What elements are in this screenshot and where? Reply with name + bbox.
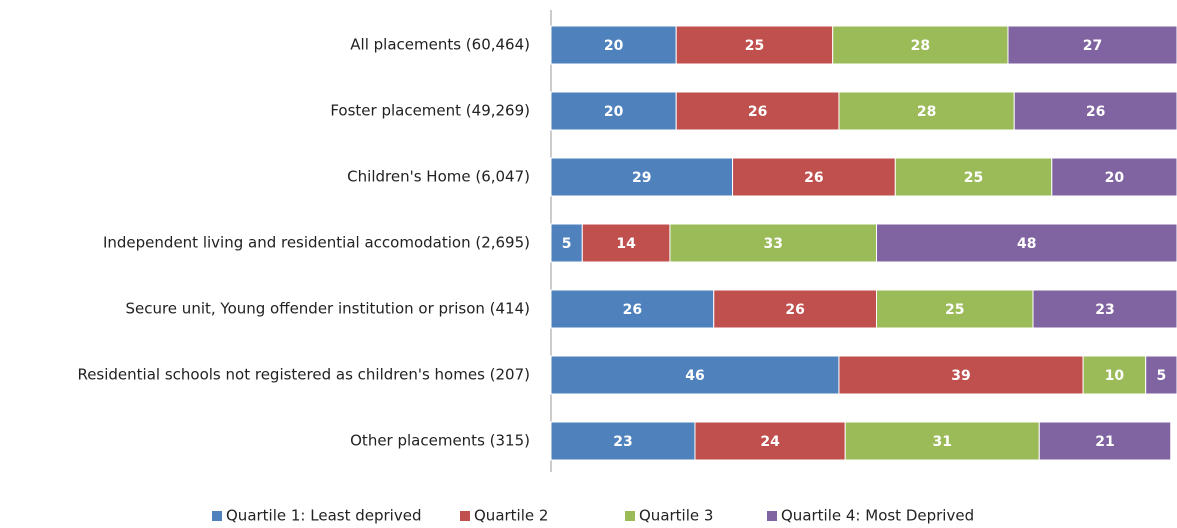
bar-segment xyxy=(550,355,840,395)
category-label: Independent living and residential accom… xyxy=(103,234,530,252)
data-label: 28 xyxy=(911,38,930,54)
data-label: 20 xyxy=(604,104,624,120)
category-label: Residential schools not registered as ch… xyxy=(77,366,530,384)
data-label: 26 xyxy=(748,104,767,120)
category-label: Foster placement (49,269) xyxy=(330,102,530,120)
legend-swatch xyxy=(767,511,777,521)
bar-segment xyxy=(1051,157,1177,197)
data-label: 14 xyxy=(616,236,636,252)
data-label: 23 xyxy=(613,434,632,450)
bar-segment xyxy=(1038,421,1172,461)
data-label: 26 xyxy=(623,302,642,318)
bar-segment xyxy=(732,157,896,197)
bar-segment xyxy=(1082,355,1147,395)
bar-segment xyxy=(550,157,734,197)
data-label: 48 xyxy=(1017,236,1036,252)
category-label: Children's Home (6,047) xyxy=(347,168,530,186)
data-label: 5 xyxy=(562,236,572,252)
data-label: 26 xyxy=(1086,104,1105,120)
data-label: 25 xyxy=(945,302,964,318)
bar-segment xyxy=(844,421,1040,461)
bar-segment xyxy=(838,355,1084,395)
data-label: 23 xyxy=(1095,302,1114,318)
data-label: 29 xyxy=(632,170,651,186)
bar-segment xyxy=(832,25,1009,65)
category-label: Secure unit, Young offender institution … xyxy=(125,300,530,318)
data-label: 20 xyxy=(1105,170,1125,186)
data-label: 21 xyxy=(1095,434,1114,450)
data-label: 5 xyxy=(1156,368,1166,384)
data-label: 20 xyxy=(604,38,624,54)
data-label: 26 xyxy=(785,302,804,318)
bar-segment xyxy=(713,289,878,329)
legend-label: Quartile 4: Most Deprived xyxy=(781,507,974,525)
legend-label: Quartile 3 xyxy=(639,507,713,525)
legend-label: Quartile 1: Least deprived xyxy=(226,507,421,525)
bar-segment xyxy=(876,223,1177,263)
data-label: 25 xyxy=(964,170,983,186)
legend-label: Quartile 2 xyxy=(474,507,548,525)
data-label: 31 xyxy=(933,434,952,450)
data-label: 24 xyxy=(760,434,780,450)
bar-segment xyxy=(675,25,834,65)
bar-segment xyxy=(894,157,1053,197)
data-label: 27 xyxy=(1083,38,1102,54)
legend-swatch xyxy=(460,511,470,521)
legend-swatch xyxy=(625,511,635,521)
bar-segment xyxy=(1032,289,1177,329)
bar-segment xyxy=(675,91,840,131)
bar-segment xyxy=(581,223,671,263)
bar-segment xyxy=(550,421,696,461)
data-label: 39 xyxy=(951,368,970,384)
bar-segment xyxy=(550,289,715,329)
legend-swatch xyxy=(212,511,222,521)
category-label: All placements (60,464) xyxy=(350,36,530,54)
data-label: 25 xyxy=(745,38,764,54)
data-label: 46 xyxy=(685,368,704,384)
bar-segment xyxy=(876,289,1034,329)
data-label: 33 xyxy=(763,236,782,252)
data-label: 10 xyxy=(1105,368,1125,384)
data-label: 26 xyxy=(804,170,823,186)
data-label: 28 xyxy=(917,104,936,120)
category-label: Other placements (315) xyxy=(350,432,530,450)
